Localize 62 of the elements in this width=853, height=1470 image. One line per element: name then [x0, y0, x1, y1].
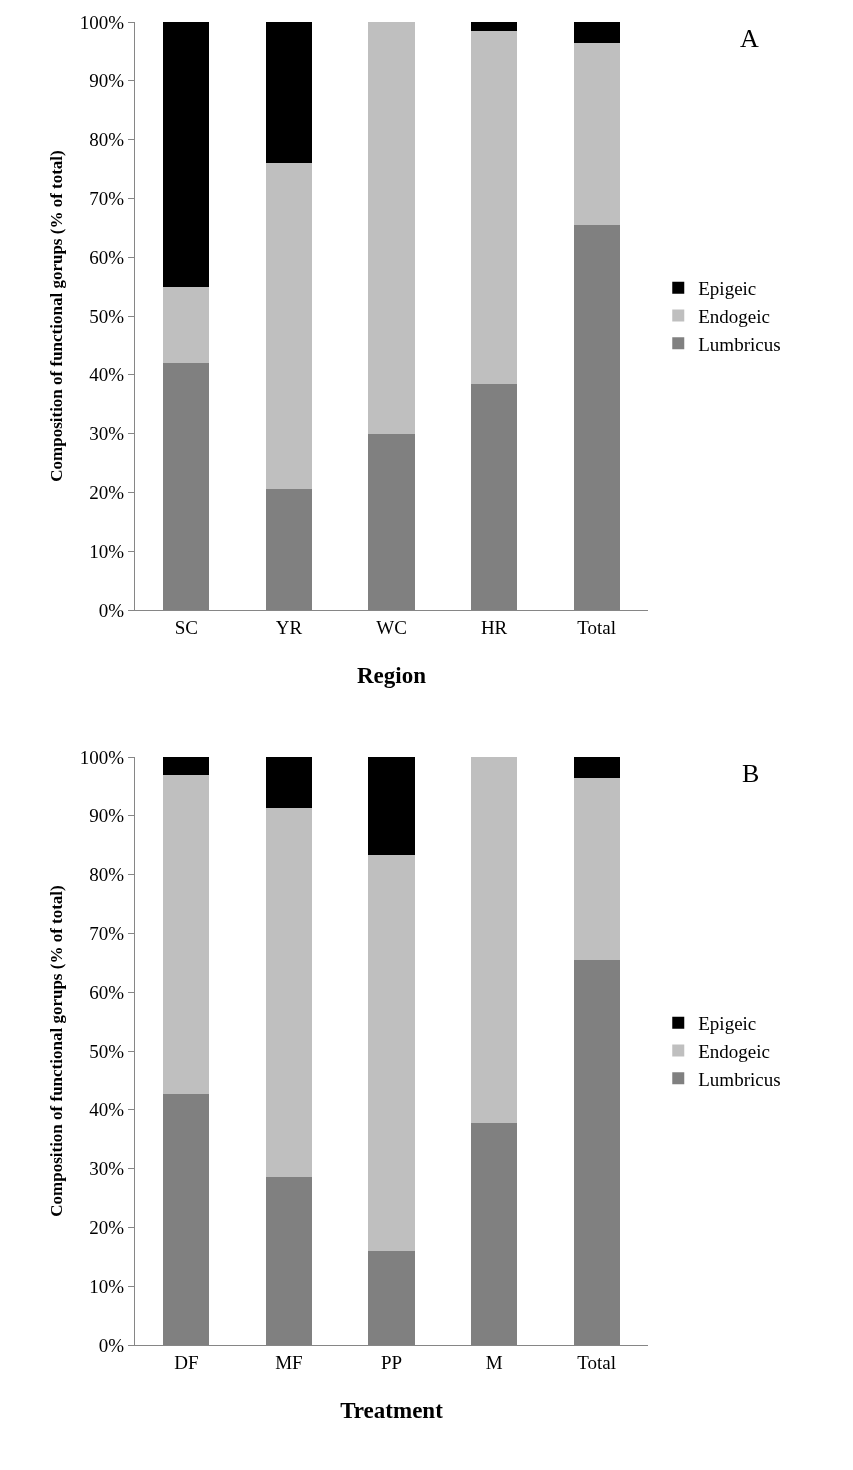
x-tick-label: MF — [275, 1351, 303, 1373]
y-tick-label: 20% — [89, 482, 125, 504]
y-tick-label: 50% — [89, 305, 125, 327]
x-tick-label: PP — [380, 1351, 403, 1373]
x-tick-label: Total — [577, 616, 617, 638]
y-tick-label: 50% — [89, 1040, 125, 1062]
legend-label: Endogeic — [698, 305, 771, 327]
bar — [471, 22, 518, 31]
y-tick-label: 100% — [79, 746, 125, 768]
legend-label: Epigeic — [698, 278, 757, 300]
x-tick-label: Total — [577, 1351, 617, 1373]
x-axis-title: Treatment — [340, 1398, 444, 1424]
x-tick-label: DF — [174, 1351, 199, 1373]
y-tick-label: 90% — [89, 805, 125, 827]
y-tick-label: 60% — [89, 981, 125, 1003]
x-tick-label: WC — [376, 616, 407, 638]
y-tick-label: 30% — [89, 423, 125, 445]
bar — [471, 30, 518, 384]
text: A — [740, 24, 759, 53]
text: B — [742, 759, 760, 788]
bar — [265, 757, 312, 809]
y-axis-title: Composition of functional gorups (% of total) — [47, 150, 67, 482]
x-axis-title: Region — [357, 663, 427, 689]
y-tick-label: 20% — [89, 1217, 125, 1239]
bar — [573, 22, 620, 43]
legend-label: Epigeic — [698, 1013, 757, 1035]
y-tick-label: 0% — [98, 1334, 125, 1356]
y-tick-label: 10% — [89, 540, 125, 562]
bar — [368, 855, 415, 1251]
y-tick-label: 90% — [89, 70, 125, 92]
y-tick-label: 80% — [89, 864, 125, 886]
bar — [163, 757, 210, 775]
bar — [163, 774, 210, 1094]
y-tick-label: 40% — [89, 364, 125, 386]
bar — [471, 757, 518, 1123]
x-tick-label: HR — [480, 616, 508, 638]
bar — [163, 286, 210, 364]
y-tick-label: 10% — [89, 1275, 125, 1297]
y-tick-label: 70% — [89, 188, 125, 210]
y-tick-label: 30% — [89, 1158, 125, 1180]
y-tick-label: 70% — [89, 923, 125, 945]
y-tick-label: 0% — [98, 599, 125, 621]
y-tick-label: 60% — [89, 246, 125, 268]
legend-label: Lumbricus — [698, 333, 781, 355]
bar — [163, 22, 210, 287]
y-axis-title: Composition of functional gorups (% of total) — [47, 885, 67, 1217]
y-tick-label: 80% — [89, 129, 125, 151]
bar — [368, 757, 415, 856]
y-tick-label: 100% — [79, 11, 125, 33]
legend-label: Endogeic — [698, 1040, 771, 1062]
x-tick-label: M — [485, 1351, 503, 1373]
x-tick-label: YR — [275, 616, 303, 638]
x-tick-label: SC — [174, 616, 198, 638]
bar — [573, 757, 620, 778]
bar — [265, 22, 312, 164]
bar — [573, 777, 620, 960]
bar — [573, 42, 620, 225]
bar — [368, 22, 415, 434]
y-tick-label: 40% — [89, 1099, 125, 1121]
bar — [265, 808, 312, 1178]
legend-label: Lumbricus — [698, 1068, 781, 1090]
bar — [265, 163, 312, 490]
